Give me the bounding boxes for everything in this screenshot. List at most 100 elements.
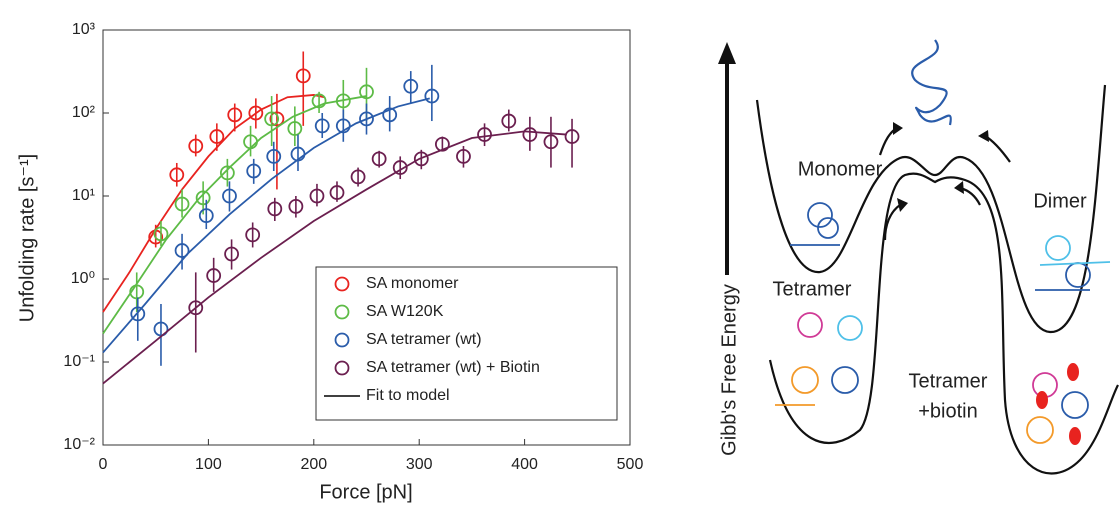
data-point xyxy=(403,78,419,94)
data-point xyxy=(434,136,450,152)
data-point xyxy=(359,84,374,100)
data-point xyxy=(195,190,211,206)
data-point xyxy=(335,118,351,134)
data-point xyxy=(371,151,387,167)
legend-label: Fit to model xyxy=(366,387,450,404)
diagram-label: Tetramer xyxy=(773,278,852,300)
data-point xyxy=(153,226,169,242)
arrow-head xyxy=(718,42,736,64)
y-tick-label: 10³ xyxy=(72,21,96,38)
x-tick-label: 400 xyxy=(511,456,538,473)
data-point xyxy=(413,151,429,167)
diagram-label: Tetramer xyxy=(909,370,988,392)
fit-line xyxy=(102,94,325,313)
data-point xyxy=(456,148,471,164)
data-point xyxy=(309,188,325,204)
data-point xyxy=(188,138,204,154)
data-point xyxy=(290,146,306,162)
protein xyxy=(1039,235,1111,266)
data-point xyxy=(267,201,283,217)
data-point xyxy=(174,243,190,258)
data-point xyxy=(329,185,345,200)
arrow-head xyxy=(954,181,964,194)
data-point xyxy=(169,167,185,183)
legend-marker xyxy=(334,304,350,320)
y-tick-label: 10¹ xyxy=(72,187,95,204)
energy-curve xyxy=(768,172,1119,475)
arrow-head xyxy=(978,130,989,142)
data-point xyxy=(522,127,538,142)
data-point xyxy=(350,169,366,185)
protein xyxy=(1061,391,1089,419)
data-point xyxy=(392,160,408,175)
unfolded-chain xyxy=(911,39,952,126)
protein xyxy=(837,315,863,341)
y-tick-label: 10⁰ xyxy=(71,270,95,287)
legend-box xyxy=(315,266,618,421)
protein xyxy=(831,366,859,394)
series xyxy=(102,64,440,366)
data-point xyxy=(335,93,351,109)
legend-label: SA tetramer (wt) + Biotin xyxy=(366,359,540,376)
data-point xyxy=(245,227,261,243)
data-point xyxy=(424,88,440,104)
legend-marker xyxy=(334,332,350,348)
protein xyxy=(1035,262,1091,291)
protein xyxy=(797,312,823,338)
data-point xyxy=(174,196,190,212)
series xyxy=(102,51,325,313)
protein xyxy=(790,202,840,246)
x-tick-label: 0 xyxy=(99,456,108,473)
data-point xyxy=(288,198,304,214)
data-point xyxy=(206,268,222,283)
data-point xyxy=(501,113,517,129)
arrow-head xyxy=(893,122,903,135)
data-point xyxy=(248,105,264,121)
data-point xyxy=(129,284,145,300)
data-point xyxy=(314,118,330,134)
data-point xyxy=(227,107,243,123)
data-point xyxy=(198,208,214,224)
data-point xyxy=(266,148,282,164)
fit-line xyxy=(102,130,567,385)
arrow-head xyxy=(897,198,908,212)
diagram-label: Monomer xyxy=(798,158,883,180)
x-tick-label: 300 xyxy=(406,456,433,473)
data-point xyxy=(543,134,559,150)
data-point xyxy=(295,68,311,84)
data-point xyxy=(188,300,204,316)
data-point xyxy=(222,188,237,204)
energy-diagram xyxy=(718,39,1119,475)
diagram-label: +biotin xyxy=(918,400,978,422)
diagram-axis-label: Gibb's Free Energy xyxy=(718,284,740,456)
data-point xyxy=(130,306,146,322)
y-tick-label: 10⁻² xyxy=(63,436,95,453)
legend-marker xyxy=(334,276,350,292)
data-point xyxy=(246,163,262,179)
data-point xyxy=(564,129,580,144)
data-point xyxy=(382,107,398,123)
y-tick-label: 10⁻¹ xyxy=(63,353,95,370)
y-axis-label: Unfolding rate [s⁻¹] xyxy=(16,154,38,322)
x-tick-label: 500 xyxy=(617,456,644,473)
data-point xyxy=(359,111,374,127)
legend-marker xyxy=(334,360,350,376)
data-point xyxy=(264,111,280,127)
legend-label: SA W120K xyxy=(366,303,444,320)
x-tick-label: 100 xyxy=(195,456,222,473)
data-point xyxy=(219,165,235,181)
legend-label: SA tetramer (wt) xyxy=(366,331,482,348)
y-tick-label: 10² xyxy=(72,104,96,121)
legend-label: SA monomer xyxy=(366,275,459,292)
protein xyxy=(1026,416,1054,444)
x-axis-label: Force [pN] xyxy=(319,481,412,503)
biotin xyxy=(1036,363,1081,445)
plot-frame xyxy=(102,29,631,446)
data-point xyxy=(287,121,303,136)
protein xyxy=(775,366,819,406)
data-point xyxy=(209,129,225,144)
diagram-label: Dimer xyxy=(1033,190,1087,212)
series xyxy=(102,109,580,385)
energy-curve xyxy=(755,84,1107,334)
